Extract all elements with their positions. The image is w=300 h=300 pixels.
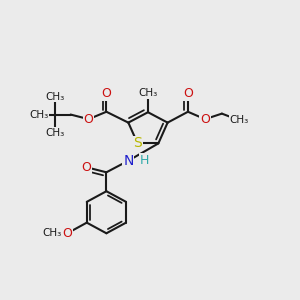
Text: O: O (101, 87, 111, 100)
Text: CH₃: CH₃ (42, 228, 61, 238)
Text: N: N (123, 154, 134, 168)
Text: CH₃: CH₃ (45, 128, 64, 138)
Text: O: O (62, 227, 72, 240)
Text: O: O (183, 87, 193, 100)
Text: CH₃: CH₃ (138, 88, 158, 98)
Text: CH₃: CH₃ (229, 115, 248, 125)
Text: O: O (84, 113, 94, 126)
Text: CH₃: CH₃ (45, 92, 64, 101)
Text: S: S (133, 136, 142, 150)
Text: H: H (140, 154, 149, 167)
Text: O: O (81, 161, 91, 174)
Text: CH₃: CH₃ (29, 110, 49, 119)
Text: O: O (200, 113, 210, 126)
